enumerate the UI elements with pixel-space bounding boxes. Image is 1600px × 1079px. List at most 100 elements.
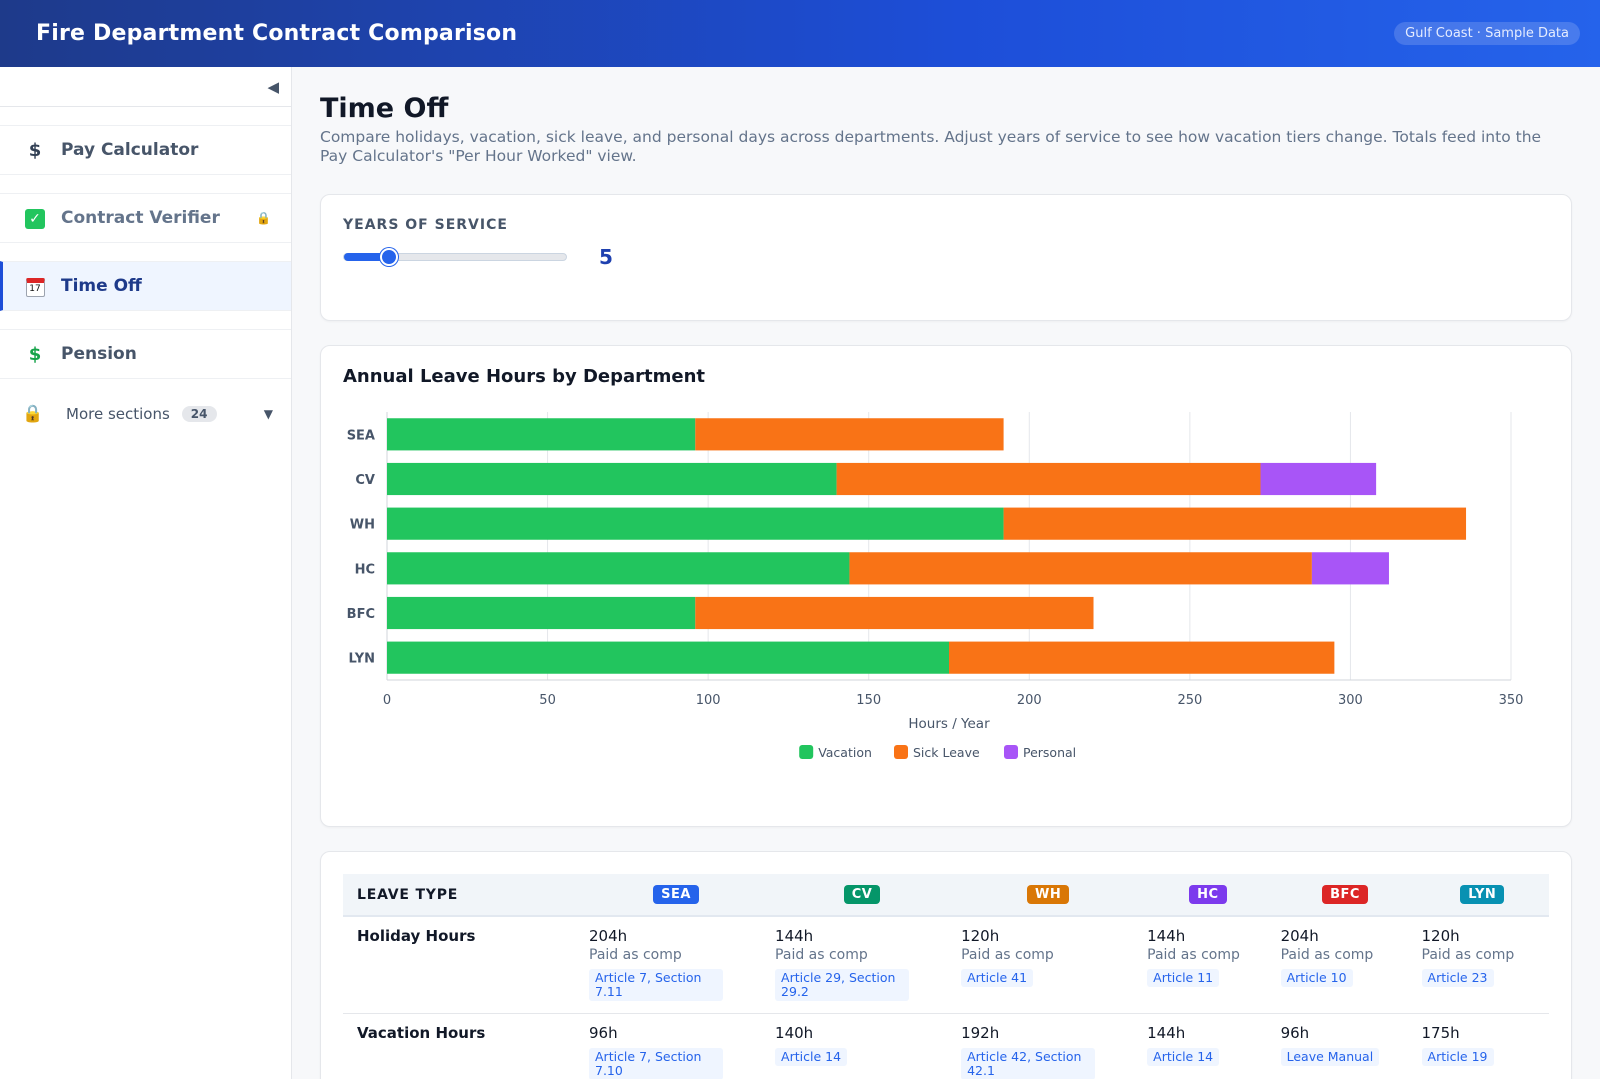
dept-badge: LYN: [1460, 885, 1505, 904]
cell-value: 175h: [1421, 1024, 1460, 1042]
dept-badge: HC: [1189, 885, 1227, 904]
bar-vacation: [387, 641, 949, 674]
sidebar-item-pension[interactable]: $ Pension: [0, 329, 291, 379]
chevron-down-icon: ▼: [263, 407, 273, 421]
table-cell: 120h Paid as comp Article 41: [955, 916, 1142, 1014]
bar-personal: [1260, 462, 1377, 496]
app-header: Fire Department Contract Comparison Gulf…: [0, 0, 1600, 67]
cell-value: 144h: [1147, 927, 1186, 945]
years-of-service-label: YEARS OF SERVICE: [343, 217, 508, 233]
cell-value: 144h: [1147, 1024, 1186, 1042]
x-tick-label: 200: [1017, 693, 1042, 708]
bar-vacation: [387, 462, 837, 496]
table-cell: 192h Article 42, Section 42.1: [955, 1013, 1142, 1079]
bar-sick-leave: [695, 418, 1004, 451]
legend-label: Vacation: [818, 745, 872, 760]
dollar-icon: $: [28, 343, 42, 365]
cell-note: Paid as comp: [775, 947, 868, 963]
citation-link[interactable]: Article 14: [775, 1048, 848, 1066]
check-icon: ✓: [24, 207, 46, 229]
cell-value: 96h: [1280, 1024, 1310, 1042]
years-of-service-value: 5: [599, 245, 613, 269]
bar-sick-leave: [695, 596, 1094, 630]
table-cell: 144h Article 14: [1141, 1013, 1275, 1079]
leave-hours-chart-card: Annual Leave Hours by Department 0 50 100 1…: [320, 345, 1572, 827]
cell-note: Paid as comp: [961, 947, 1054, 963]
table-cell: 144h Paid as comp Article 11: [1141, 916, 1275, 1014]
citation-link[interactable]: Article 29, Section 29.2: [775, 969, 910, 1001]
sidebar-item-pay-calculator[interactable]: $ Pay Calculator: [0, 125, 291, 175]
row-label: Vacation Hours: [343, 1013, 583, 1079]
sidebar: ◀ $ Pay Calculator ✓ Contract Verifier 🔒…: [0, 67, 292, 1079]
sidebar-collapse-row: ◀: [0, 67, 291, 107]
cell-value: 144h: [775, 927, 814, 945]
column-header-dept: CV: [769, 874, 956, 917]
y-tick-label: SEA: [347, 428, 375, 443]
table-cell: 144h Paid as comp Article 29, Section 29.2: [769, 916, 956, 1014]
page-description: Compare holidays, vacation, sick leave, …: [320, 128, 1542, 165]
main-content: Time Off Compare holidays, vacation, sic…: [292, 67, 1600, 1079]
column-header-dept: BFC: [1274, 874, 1416, 917]
table-cell: 175h Article 19: [1415, 1013, 1549, 1079]
sidebar-item-contract-verifier[interactable]: ✓ Contract Verifier 🔒: [0, 193, 291, 243]
lock-icon: 🔒: [22, 404, 44, 424]
y-tick-label: BFC: [347, 607, 375, 622]
app-title: Fire Department Contract Comparison: [36, 21, 518, 46]
bar-vacation: [387, 596, 696, 630]
cell-value: 204h: [589, 927, 628, 945]
bar-sick-leave: [836, 462, 1261, 496]
bar-sick-leave: [1003, 507, 1467, 540]
years-of-service-slider[interactable]: [343, 248, 567, 266]
legend-label: Personal: [1023, 745, 1076, 760]
bar-vacation: [387, 507, 1004, 540]
legend-label: Sick Leave: [913, 745, 980, 760]
slider-fill: [344, 253, 389, 261]
bar-sick-leave: [849, 552, 1312, 585]
cell-value: 96h: [589, 1024, 618, 1042]
bar-vacation: [387, 552, 850, 585]
dept-badge: BFC: [1322, 885, 1368, 904]
leave-hours-chart: 0 50 100 150 200 250 300 350 SEA CV WH HC BFC LYN Hour…: [347, 412, 1524, 760]
citation-link[interactable]: Article 7, Section 7.11: [589, 969, 723, 1001]
x-tick-label: 100: [696, 693, 721, 708]
table-cell: 204h Paid as comp Article 7, Section 7.11: [583, 916, 770, 1014]
table-cell: 140h Article 14: [769, 1013, 956, 1079]
cell-value: 120h: [1421, 927, 1460, 945]
slider-thumb[interactable]: [379, 248, 398, 266]
legend-swatch: [799, 745, 814, 759]
cell-note: Paid as comp: [1421, 947, 1515, 963]
citation-link[interactable]: Article 23: [1421, 969, 1494, 987]
sidebar-item-time-off[interactable]: 17 Time Off: [0, 261, 291, 311]
citation-link[interactable]: Article 11: [1147, 969, 1220, 987]
x-axis-title: Hours / Year: [908, 716, 990, 732]
dept-badge: WH: [1027, 885, 1070, 904]
cell-value: 120h: [961, 927, 1000, 945]
bar-sick-leave: [949, 641, 1335, 674]
legend-swatch: [894, 745, 908, 759]
x-tick-label: 50: [539, 693, 556, 708]
citation-link[interactable]: Article 41: [961, 969, 1034, 987]
column-header-dept: SEA: [583, 874, 770, 917]
x-tick-label: 350: [1499, 693, 1524, 708]
citation-link[interactable]: Article 7, Section 7.10: [589, 1048, 723, 1079]
bar-personal: [1311, 552, 1389, 585]
citation-link[interactable]: Article 42, Section 42.1: [961, 1048, 1096, 1079]
table-row: Holiday Hours 204h Paid as comp Article 7,…: [343, 916, 1549, 1014]
citation-link[interactable]: Article 19: [1421, 1048, 1494, 1066]
x-tick-label: 300: [1338, 693, 1363, 708]
more-sections-count: 24: [181, 406, 217, 422]
table-cell: 204h Paid as comp Article 10: [1274, 916, 1416, 1014]
sidebar-item-label: Time Off: [61, 276, 142, 296]
more-sections-toggle[interactable]: 🔒 More sections 24 ▼: [0, 389, 291, 439]
citation-link[interactable]: Leave Manual: [1280, 1048, 1380, 1066]
calendar-icon: 17: [24, 275, 46, 297]
collapse-sidebar-icon[interactable]: ◀: [267, 77, 279, 96]
citation-link[interactable]: Article 10: [1280, 969, 1353, 987]
table-header-row: LEAVE TYPE SEA CV WH HC BFC LYN: [343, 874, 1549, 917]
cell-value: 140h: [775, 1024, 814, 1042]
dollar-icon: $: [28, 139, 42, 161]
dept-badge: CV: [843, 885, 881, 904]
sidebar-item-label: Pension: [61, 344, 137, 364]
legend-swatch: [1004, 745, 1018, 759]
citation-link[interactable]: Article 14: [1147, 1048, 1220, 1066]
